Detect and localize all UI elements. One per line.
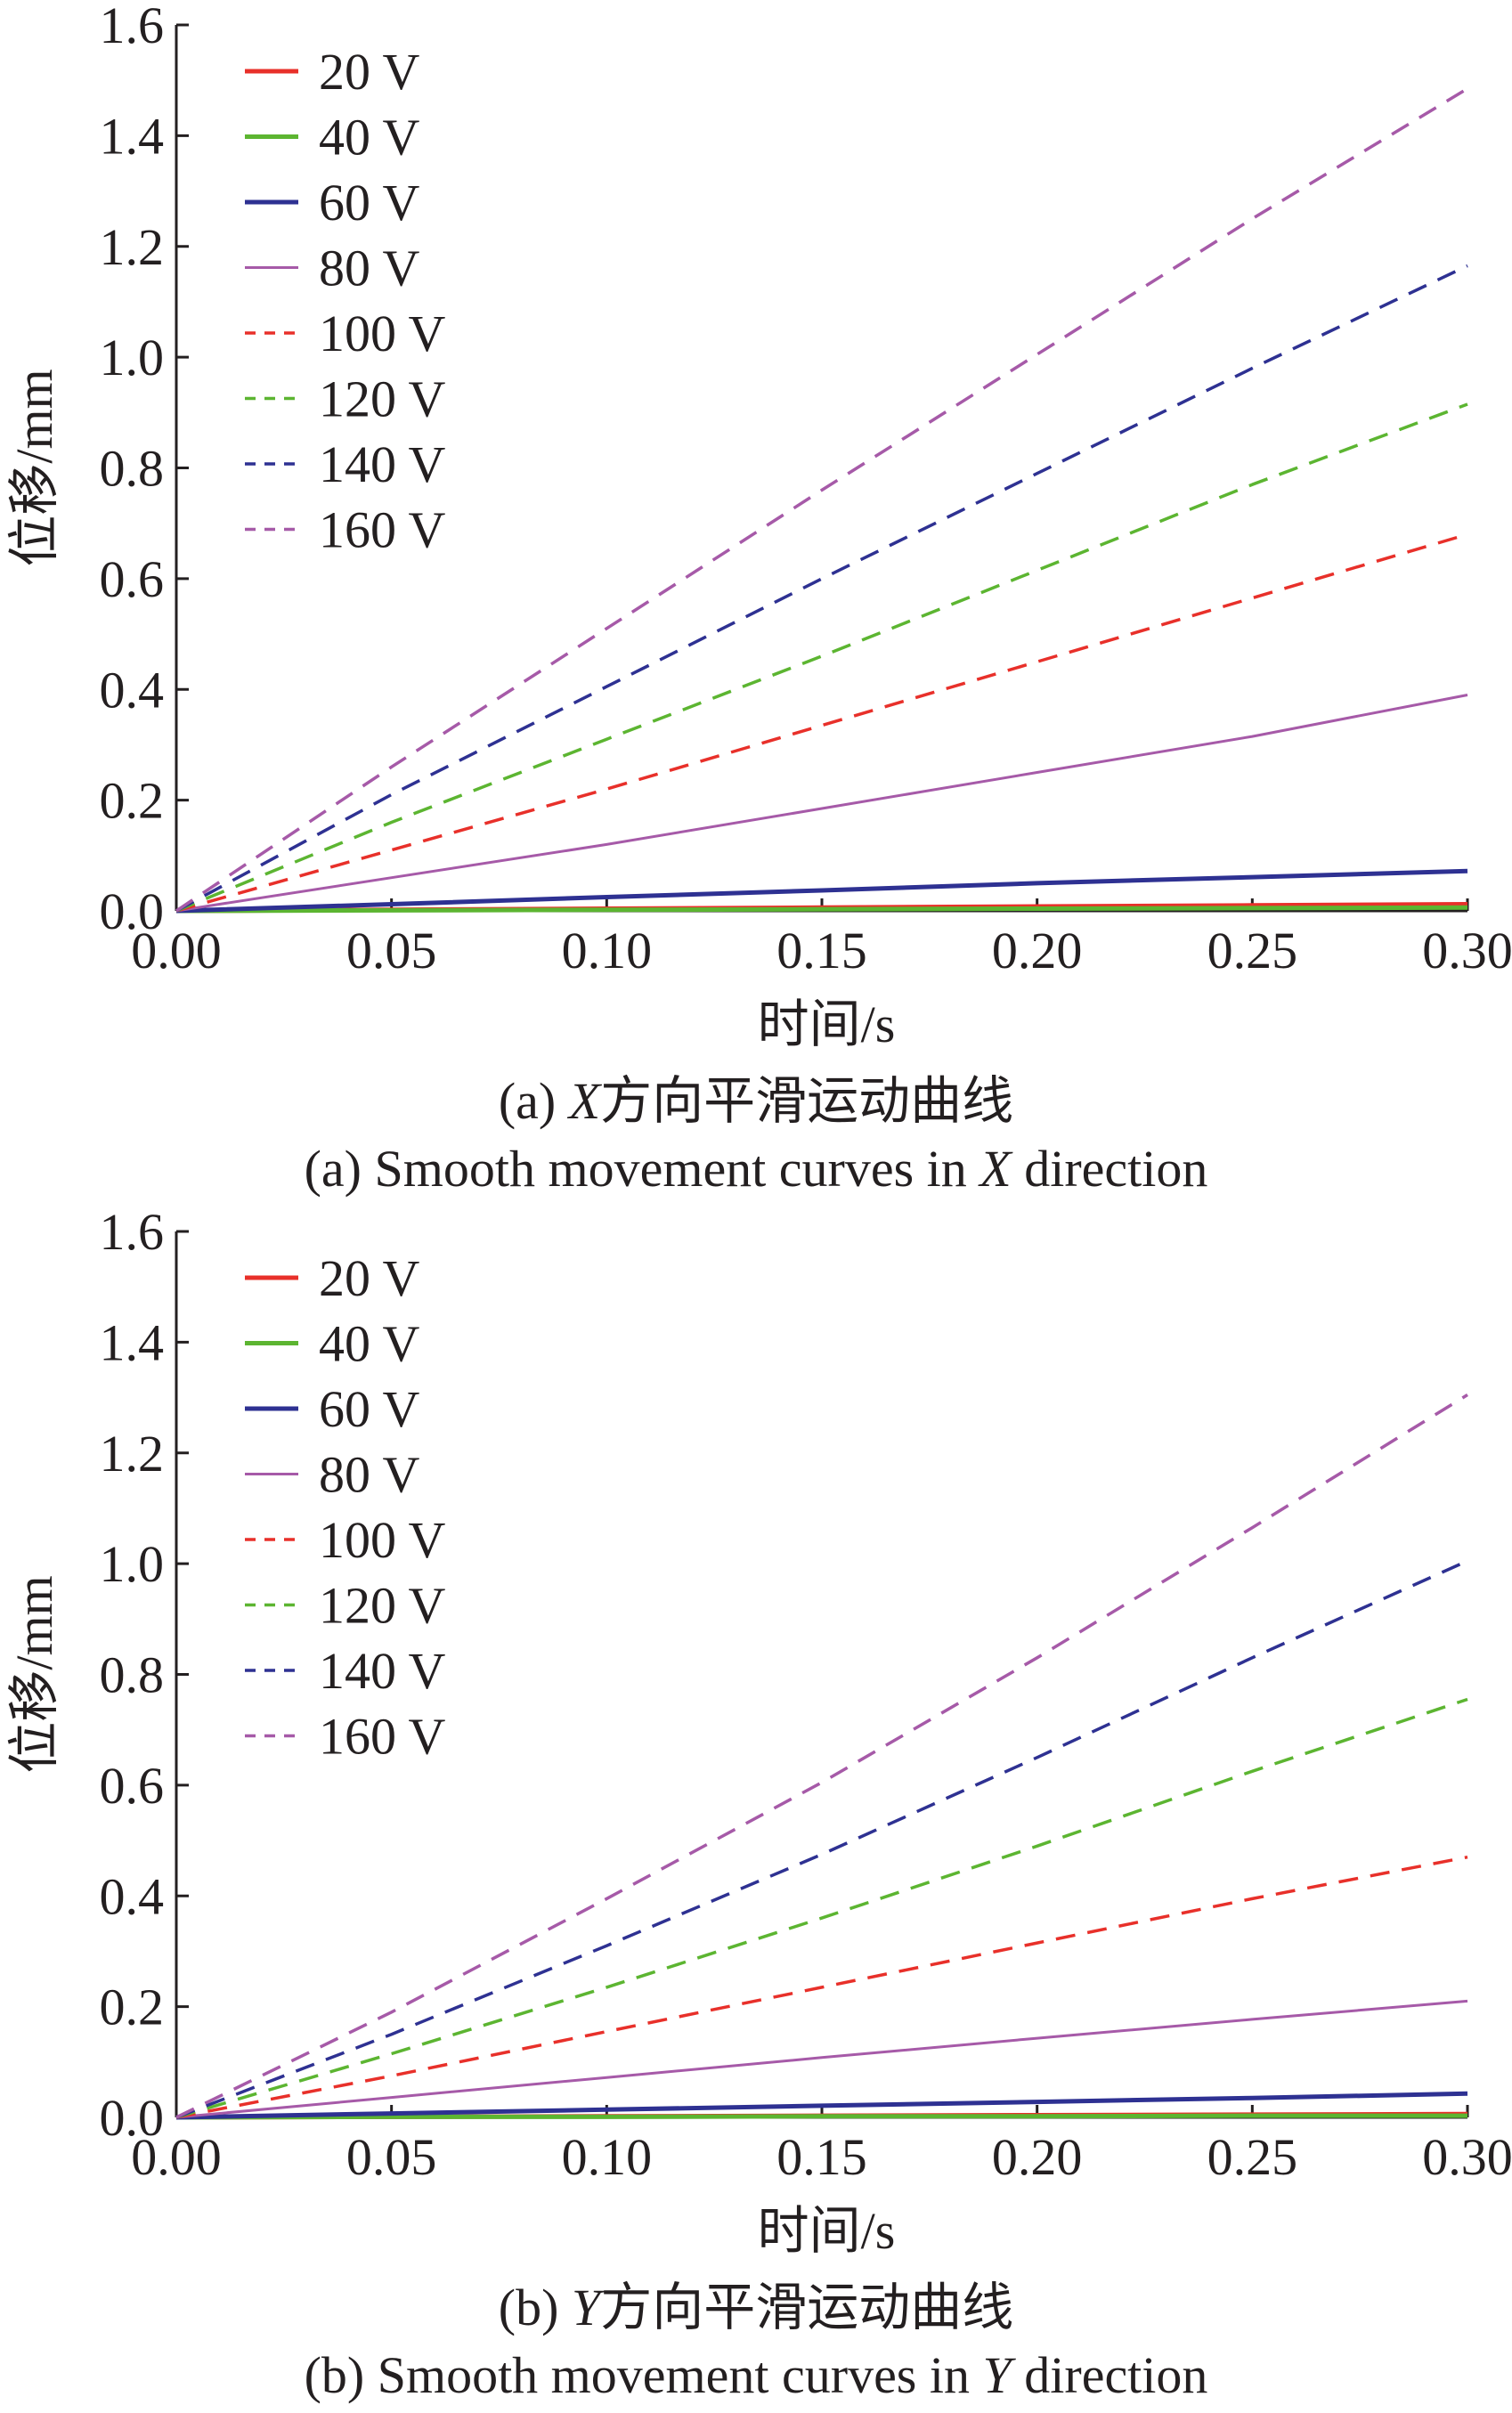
x-tick-label: 0.25 (1207, 922, 1298, 979)
x-tick-label: 0.00 (131, 922, 222, 979)
legend-label: 100 V (319, 1511, 445, 1569)
series-line-160v (175, 87, 1468, 913)
series-line-140v (175, 1559, 1468, 2119)
y-tick-label: 1.0 (100, 1535, 165, 1593)
x-tick-label: 0.30 (1422, 922, 1512, 979)
legend-label: 120 V (319, 1577, 445, 1635)
legend-label: 60 V (319, 174, 419, 232)
y-tick-label: 0.8 (100, 440, 165, 498)
series-line-80v (175, 1999, 1468, 2119)
chart-a-series (175, 87, 1468, 914)
y-tick-label: 1.4 (100, 1313, 165, 1371)
y-tick-label: 0.6 (100, 550, 165, 608)
y-tick-label: 0.4 (100, 661, 165, 719)
legend-label: 140 V (319, 435, 445, 493)
series-line-80v (175, 694, 1468, 913)
x-tick-label: 0.15 (776, 2128, 867, 2186)
y-tick-label: 0.2 (100, 772, 165, 830)
x-axis-label: 时间/s (758, 2202, 896, 2260)
y-tick-label: 0.6 (100, 1757, 165, 1815)
chart-a-axes: 0.00 0.05 0.10 0.15 0.20 0.25 0.30 0.0 0.2 0.4 0.6… (5, 0, 1512, 1053)
y-tick-label: 0.4 (100, 1867, 165, 1925)
chart-a-legend: 20 V 40 V 60 V 80 V 100 V 120 V 140 V 160 V (245, 43, 445, 559)
y-tick-label: 1.2 (100, 1425, 165, 1483)
y-tick-label: 0.2 (100, 1978, 165, 2036)
series-line-60v (175, 2091, 1468, 2120)
series-line-40v (175, 2113, 1467, 2120)
y-tick-label: 1.4 (100, 107, 165, 165)
y-tick-label: 0.0 (100, 2089, 165, 2147)
legend-label: 40 V (319, 109, 419, 167)
x-tick-label: 0.10 (562, 922, 653, 979)
caption-b-zh: (b) Y方向平滑运动曲线 (498, 2279, 1014, 2336)
series-line-60v (175, 868, 1468, 914)
legend-label: 60 V (319, 1380, 419, 1438)
x-tick-label: 0.05 (346, 2128, 437, 2186)
legend-label: 40 V (319, 1315, 419, 1373)
y-tick-label: 1.0 (100, 329, 165, 386)
caption-b-en: (b) Smooth movement curves in Y directio… (304, 2346, 1208, 2404)
series-line-140v (175, 264, 1468, 913)
legend-label: 120 V (319, 370, 445, 428)
x-tick-label: 0.05 (346, 922, 437, 979)
y-tick-label: 0.8 (100, 1646, 165, 1704)
y-axis-label: 位移/mm (5, 1575, 63, 1773)
chart-panel-b: 0.00 0.05 0.10 0.15 0.20 0.25 0.30 0.0 0.2 0.4 0.6… (0, 1203, 1512, 2413)
x-tick-label: 0.20 (992, 922, 1083, 979)
x-tick-label: 0.00 (131, 2128, 222, 2186)
chart-b-legend: 20 V 40 V 60 V 80 V 100 V 120 V 140 V 160 V (245, 1249, 445, 1766)
chart-b-series (175, 1393, 1468, 2120)
series-line-40v (175, 905, 1468, 914)
series-line-100v (175, 532, 1468, 913)
y-tick-label: 1.2 (100, 218, 165, 276)
chart-b-plot: 0.00 0.05 0.10 0.15 0.20 0.25 0.30 0.0 0.2 0.4 0.6… (5, 1203, 1512, 2260)
y-tick-label: 0.0 (100, 882, 165, 940)
caption-a-zh: (a) X方向平滑运动曲线 (498, 1072, 1014, 1130)
caption-a-en: (a) Smooth movement curves in X directio… (304, 1140, 1208, 1198)
chart-b-axes: 0.00 0.05 0.10 0.15 0.20 0.25 0.30 0.0 0.2 0.4 0.6… (5, 1203, 1512, 2260)
x-tick-label: 0.30 (1422, 2128, 1512, 2186)
legend-label: 160 V (319, 501, 445, 559)
legend-label: 80 V (319, 1446, 419, 1504)
x-axis-label: 时间/s (758, 995, 896, 1053)
x-tick-label: 0.20 (992, 2128, 1083, 2186)
series-line-120v (175, 402, 1468, 913)
x-tick-label: 0.15 (776, 922, 867, 979)
series-line-160v (175, 1393, 1468, 2119)
legend-label: 160 V (319, 1708, 445, 1766)
series-line-120v (175, 1697, 1468, 2119)
legend-label: 20 V (319, 43, 419, 101)
legend-label: 20 V (319, 1249, 419, 1307)
legend-label: 80 V (319, 240, 419, 297)
series-line-100v (175, 1855, 1468, 2119)
chart-a-plot: 0.00 0.05 0.10 0.15 0.20 0.25 0.30 0.0 0.2 0.4 0.6… (5, 0, 1512, 1053)
x-tick-label: 0.10 (562, 2128, 653, 2186)
y-tick-label: 1.6 (100, 1203, 165, 1261)
chart-panel-a: 0.00 0.05 0.10 0.15 0.20 0.25 0.30 0.0 0.2 0.4 0.6… (0, 0, 1512, 1206)
y-tick-label: 1.6 (100, 0, 165, 54)
x-tick-label: 0.25 (1207, 2128, 1298, 2186)
legend-label: 140 V (319, 1642, 445, 1700)
legend-label: 100 V (319, 305, 445, 362)
y-axis-label: 位移/mm (5, 369, 63, 566)
